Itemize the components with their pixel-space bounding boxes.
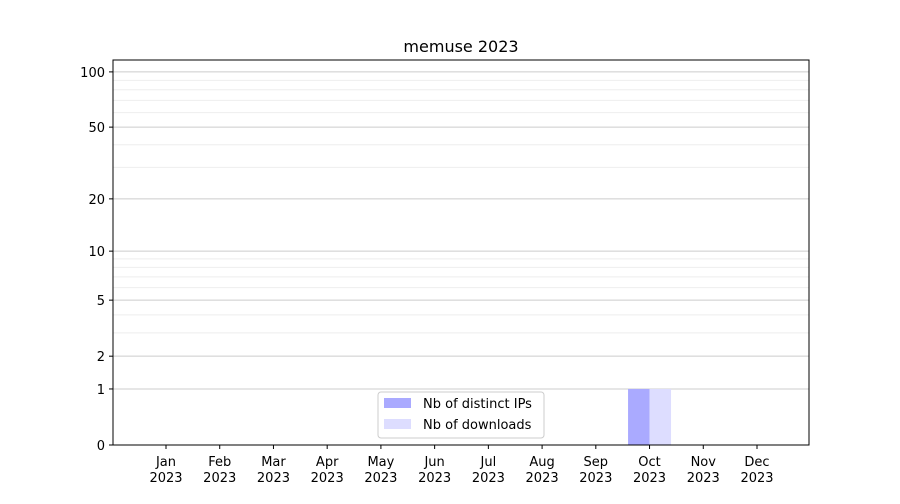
x-tick-label: Mar (261, 455, 286, 470)
x-tick-label: May (367, 455, 394, 470)
x-tick-label: 2023 (203, 471, 236, 486)
x-tick-label: Jul (480, 455, 497, 470)
x-tick-label: 2023 (633, 471, 666, 486)
y-tick-label: 5 (97, 294, 105, 309)
x-tick-label: Apr (316, 455, 339, 470)
y-tick-label: 100 (80, 66, 105, 81)
legend-label: Nb of distinct IPs (423, 397, 532, 412)
x-tick-label: 2023 (472, 471, 505, 486)
x-tick-label: Aug (529, 455, 554, 470)
x-tick-label: Sep (584, 455, 609, 470)
bar-downloads (649, 388, 672, 445)
legend-swatch (384, 398, 411, 408)
y-tick-label: 10 (88, 245, 105, 260)
bar-distinct-ips (628, 388, 650, 445)
x-tick-label: Jan (155, 455, 176, 470)
plot-frame (112, 59, 810, 446)
x-tick-label: 2023 (364, 471, 397, 486)
y-tick-label: 1 (97, 383, 105, 398)
y-tick-label: 50 (88, 121, 105, 136)
legend: Nb of distinct IPs Nb of downloads (377, 391, 545, 439)
y-tick-label: 2 (97, 350, 105, 365)
x-tick-label: Oct (638, 455, 660, 470)
x-tick-label: Feb (208, 455, 231, 470)
x-tick-label: Dec (744, 455, 769, 470)
x-tick-label: 2023 (418, 471, 451, 486)
chart-title: memuse 2023 (403, 37, 518, 56)
x-tick-label: 2023 (740, 471, 773, 486)
x-tick-label: Jun (423, 455, 444, 470)
x-tick-label: 2023 (687, 471, 720, 486)
x-tick-label: 2023 (257, 471, 290, 486)
legend-frame (377, 391, 545, 439)
y-tick-label: 20 (88, 193, 105, 208)
x-tick-label: Nov (691, 455, 717, 470)
y-tick-label: 0 (97, 439, 105, 454)
x-tick-label: 2023 (311, 471, 344, 486)
x-tick-label: 2023 (149, 471, 182, 486)
x-tick-label: 2023 (526, 471, 559, 486)
legend-swatch (384, 419, 411, 429)
x-tick-label: 2023 (579, 471, 612, 486)
legend-label: Nb of downloads (423, 418, 532, 433)
